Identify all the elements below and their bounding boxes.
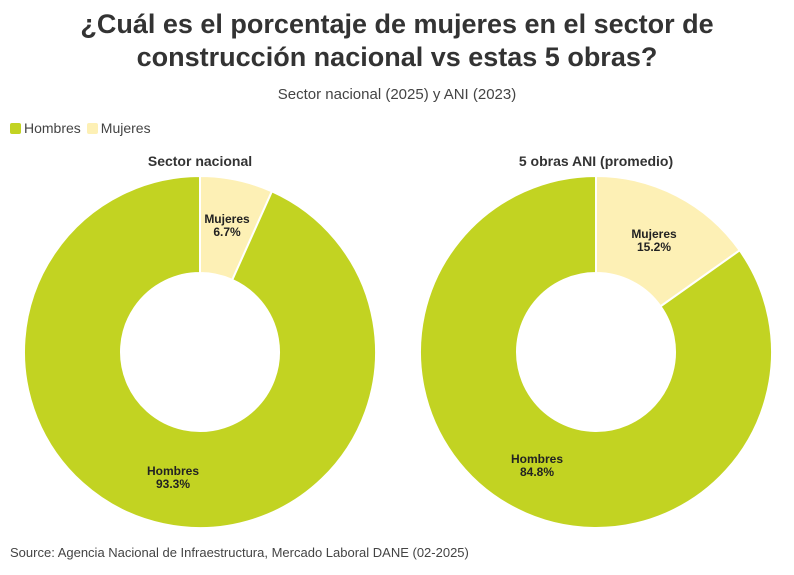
legend-item-hombres: Hombres bbox=[10, 120, 81, 136]
slice-label-mujeres-1: Mujeres bbox=[204, 212, 250, 226]
slice-value-mujeres-2: 15.2% bbox=[637, 240, 671, 254]
legend-label-hombres: Hombres bbox=[24, 120, 81, 136]
slice-label-hombres-1: Hombres bbox=[147, 464, 199, 478]
slice-label-hombres-2: Hombres bbox=[511, 452, 563, 466]
legend-item-mujeres: Mujeres bbox=[86, 120, 151, 136]
chart-title-line-1: ¿Cuál es el porcentaje de mujeres en el … bbox=[80, 9, 714, 39]
donut-title-2: 5 obras ANI (promedio) bbox=[519, 153, 673, 169]
slice-value-mujeres-1: 6.7% bbox=[213, 225, 241, 239]
chart-subtitle: Sector nacional (2025) y ANI (2023) bbox=[277, 86, 517, 103]
legend: Hombres Mujeres bbox=[10, 120, 157, 136]
legend-swatch-hombres bbox=[10, 122, 21, 134]
slice-label-mujeres-2: Mujeres bbox=[631, 227, 677, 241]
donut-title-1: Sector nacional bbox=[148, 153, 252, 169]
slice-hombres-2 bbox=[419, 174, 773, 529]
chart-title: ¿Cuál es el porcentaje de mujeres en el … bbox=[0, 8, 794, 74]
chart-title-line-2: construcción nacional vs estas 5 obras? bbox=[136, 42, 658, 72]
legend-label-mujeres: Mujeres bbox=[100, 120, 151, 136]
slice-mujeres-2 bbox=[595, 174, 742, 308]
slice-value-hombres-1: 93.3% bbox=[156, 477, 190, 491]
legend-swatch-mujeres bbox=[86, 122, 98, 134]
source-note: Source: Agencia Nacional de Infraestruct… bbox=[10, 545, 469, 560]
slice-value-hombres-2: 84.8% bbox=[520, 465, 554, 479]
slice-hombres-1 bbox=[23, 174, 377, 529]
